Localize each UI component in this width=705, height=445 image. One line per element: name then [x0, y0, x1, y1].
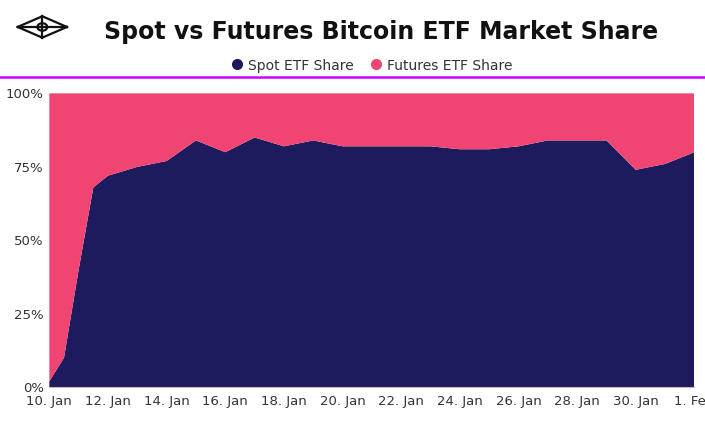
Legend: Spot ETF Share, Futures ETF Share: Spot ETF Share, Futures ETF Share: [226, 53, 518, 78]
Text: Spot vs Futures Bitcoin ETF Market Share: Spot vs Futures Bitcoin ETF Market Share: [104, 20, 658, 44]
